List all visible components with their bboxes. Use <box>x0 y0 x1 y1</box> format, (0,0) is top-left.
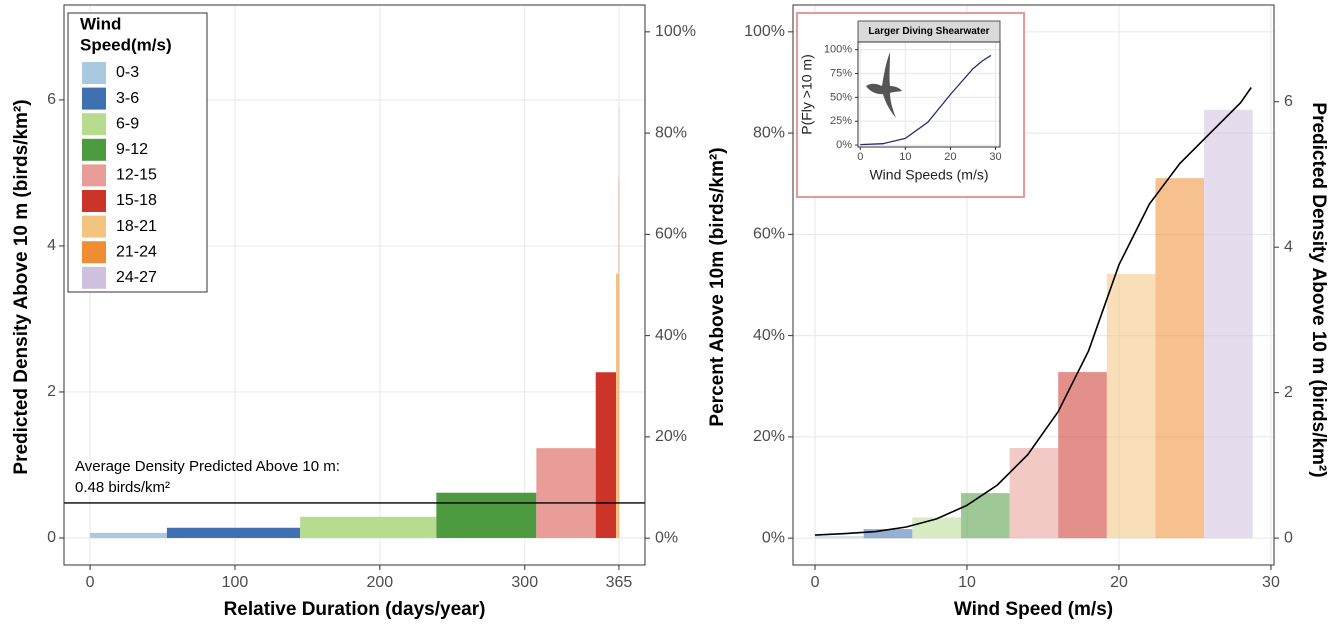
x-tick-label: 300 <box>511 574 538 591</box>
x-axis-title: Relative Duration (days/year) <box>224 599 486 620</box>
x-tick-label: 365 <box>606 574 633 591</box>
legend-swatch <box>82 267 106 289</box>
legend-label: 21-24 <box>116 243 157 260</box>
y-tick-label: 20% <box>753 428 785 445</box>
legend-label: 6-9 <box>116 115 139 132</box>
y2-tick-label: 0% <box>655 529 678 546</box>
annotation: 0.48 birds/km² <box>75 479 170 496</box>
y2-tick-label: 60% <box>655 226 687 243</box>
figure: Average Density Predicted Above 10 m: 0.4… <box>0 0 1340 628</box>
y-tick-label: 40% <box>753 327 785 344</box>
x-tick-label: 30 <box>989 151 1001 163</box>
bar <box>912 517 961 538</box>
x-axis-title: Wind Speeds (m/s) <box>869 167 988 183</box>
y-tick-label: 2 <box>47 383 56 400</box>
y-axis-title: Percent Above 10m (birds/km²) <box>707 147 728 426</box>
y2-tick-label: 80% <box>655 124 687 141</box>
legend-swatch <box>82 62 106 84</box>
y2-tick-label: 0 <box>1284 529 1293 546</box>
bar <box>1010 448 1059 538</box>
y-tick-label: 60% <box>753 226 785 243</box>
x-tick-label: 10 <box>899 151 911 163</box>
legend-label: 15-18 <box>116 192 157 209</box>
y2-axis-title: Predicted Density Above 10 m (birds/km²) <box>1308 102 1329 477</box>
bar <box>616 274 619 538</box>
legend-swatch <box>82 216 106 238</box>
y2-tick-label: 20% <box>655 428 687 445</box>
x-tick-label: 0 <box>811 574 820 591</box>
legend-swatch <box>82 190 106 212</box>
y-tick-label: 25% <box>830 115 852 127</box>
legend-title: Speed(m/s) <box>80 35 172 54</box>
legend-swatch <box>82 241 106 263</box>
legend-label: 0-3 <box>116 64 139 81</box>
inset-title: Larger Diving Shearwater <box>868 26 989 37</box>
bar <box>167 528 300 538</box>
legend-swatch <box>82 164 106 186</box>
x-tick-label: 0 <box>86 574 95 591</box>
y-axis-title: P(Fly >10 m) <box>799 54 815 135</box>
bar <box>961 493 1010 538</box>
plot-area <box>858 42 1000 147</box>
legend-swatch <box>82 113 106 135</box>
legend-label: 24-27 <box>116 269 157 286</box>
legend-label: 18-21 <box>116 218 157 235</box>
x-axis-title: Wind Speed (m/s) <box>954 599 1113 620</box>
legend-swatch <box>82 88 106 110</box>
y-tick-label: 6 <box>47 91 56 108</box>
y-tick-label: 80% <box>753 124 785 141</box>
y-tick-label: 75% <box>830 67 852 79</box>
y-tick-label: 0% <box>762 529 785 546</box>
bar <box>1107 274 1156 538</box>
bar <box>596 372 616 538</box>
x-tick-label: 100 <box>222 574 249 591</box>
x-tick-label: 30 <box>1262 574 1280 591</box>
legend-label: 9-12 <box>116 141 148 158</box>
legend-title: Wind <box>80 14 121 33</box>
bar <box>90 533 167 538</box>
annotation: Average Density Predicted Above 10 m: <box>75 458 340 475</box>
y-tick-label: 100% <box>744 23 785 40</box>
y-tick-label: 0 <box>47 529 56 546</box>
legend-label: 12-15 <box>116 167 157 184</box>
y-tick-label: 4 <box>47 237 56 254</box>
y2-tick-label: 2 <box>1284 384 1293 401</box>
y2-tick-label: 100% <box>655 23 696 40</box>
bar <box>1155 178 1204 538</box>
bar <box>619 107 620 538</box>
y-tick-label: 50% <box>830 91 852 103</box>
x-tick-label: 20 <box>1110 574 1128 591</box>
y2-tick-label: 6 <box>1284 93 1293 110</box>
y-tick-label: 100% <box>824 44 852 56</box>
bar <box>1204 110 1253 538</box>
legend-swatch <box>82 139 106 161</box>
x-tick-label: 10 <box>958 574 976 591</box>
y-tick-label: 0% <box>836 139 852 151</box>
y-axis-title: Predicted Density Above 10 m (birds/km²) <box>11 99 32 474</box>
bar <box>300 517 436 538</box>
bar <box>436 493 536 538</box>
x-tick-label: 200 <box>367 574 394 591</box>
x-tick-label: 0 <box>857 151 863 163</box>
x-tick-label: 20 <box>944 151 956 163</box>
bar <box>815 536 864 538</box>
bar <box>536 448 595 538</box>
y2-tick-label: 40% <box>655 327 687 344</box>
y2-tick-label: 4 <box>1284 238 1293 255</box>
legend-label: 3-6 <box>116 90 139 107</box>
